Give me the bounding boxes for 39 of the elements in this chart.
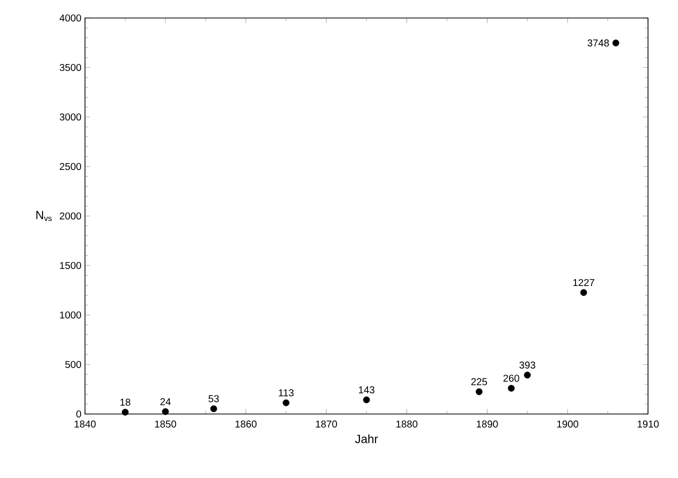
point xyxy=(612,40,620,46)
y-tick-label: 1500 xyxy=(60,262,82,270)
x-tick-label: 1910 xyxy=(638,420,659,428)
y-tick-label: 1000 xyxy=(60,311,82,319)
data-label: 113 xyxy=(278,389,294,396)
x-tick-label: 1870 xyxy=(316,420,337,428)
y-tick-label: 0 xyxy=(76,410,82,418)
data-label: 143 xyxy=(358,386,374,394)
y-tick-label: 2000 xyxy=(60,212,82,220)
data-label: 18 xyxy=(120,398,130,406)
point xyxy=(524,372,531,378)
point xyxy=(122,408,129,416)
x-tick-label: 1840 xyxy=(74,420,96,428)
point xyxy=(580,289,588,296)
x-tick-label: 1860 xyxy=(236,420,257,428)
point xyxy=(210,405,218,412)
point xyxy=(282,399,290,406)
y-tick-label: 500 xyxy=(65,360,82,368)
x-tick-label: 1880 xyxy=(396,420,418,428)
point xyxy=(363,396,370,404)
data-label: 3748 xyxy=(588,39,609,46)
x-axis-title: Jahr xyxy=(355,434,378,444)
point xyxy=(508,384,515,392)
data-label: 260 xyxy=(503,374,520,382)
data-label: 393 xyxy=(519,362,536,369)
y-tick-label: 3000 xyxy=(60,113,82,121)
point xyxy=(162,408,169,416)
x-tick-label: 1850 xyxy=(155,420,176,428)
x-tick-label: 1900 xyxy=(557,420,578,428)
y-axis-title: N$_{vs}$ xyxy=(36,210,52,222)
point xyxy=(476,388,482,396)
data-label: 53 xyxy=(208,395,219,402)
data-label: 1227 xyxy=(573,279,594,286)
data-label: 24 xyxy=(160,398,171,406)
y-tick-label: 2500 xyxy=(60,162,82,170)
data-label: 225 xyxy=(471,378,487,386)
y-tick-label: 3500 xyxy=(60,64,82,72)
x-tick-label: 1890 xyxy=(476,420,498,428)
y-tick-label: 4000 xyxy=(60,14,82,22)
